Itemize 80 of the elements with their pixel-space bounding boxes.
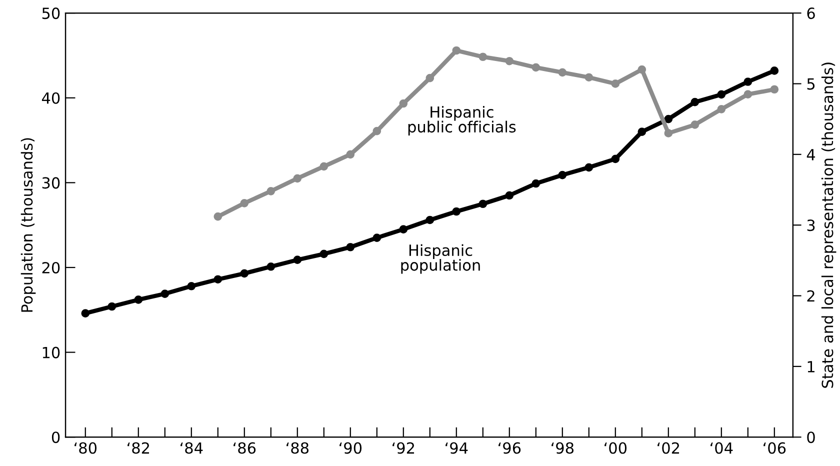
point bbox=[664, 129, 673, 138]
point bbox=[638, 128, 646, 136]
point bbox=[717, 90, 726, 99]
x-tick-label: ‘04 bbox=[710, 442, 733, 454]
point bbox=[240, 269, 249, 278]
point bbox=[346, 242, 355, 252]
point bbox=[770, 66, 779, 75]
x-tick-label: ‘02 bbox=[658, 442, 680, 454]
y2-axis-title: State and local representation (thousands) bbox=[821, 62, 836, 388]
y2-tick-label: 2 bbox=[807, 290, 814, 302]
y-tick-label: 50 bbox=[42, 8, 60, 20]
point bbox=[426, 74, 434, 82]
y2-tick-label: 1 bbox=[808, 361, 814, 372]
y-tick-label: 30 bbox=[42, 177, 60, 189]
point bbox=[558, 170, 567, 180]
point bbox=[293, 174, 302, 183]
point bbox=[505, 56, 514, 66]
y2-tick-label: 5 bbox=[807, 78, 815, 90]
point bbox=[638, 65, 646, 74]
point bbox=[452, 46, 461, 55]
point bbox=[426, 216, 434, 224]
point bbox=[532, 63, 540, 72]
point bbox=[160, 290, 170, 298]
y-tick-label: 20 bbox=[42, 262, 60, 274]
x-tick-label: ‘06 bbox=[764, 442, 786, 454]
point bbox=[320, 250, 328, 258]
point bbox=[744, 90, 752, 98]
point bbox=[717, 105, 726, 114]
point bbox=[584, 163, 594, 172]
point bbox=[266, 262, 276, 271]
point bbox=[452, 207, 461, 216]
point bbox=[770, 85, 779, 94]
point bbox=[214, 212, 222, 221]
x-tick-label: ‘96 bbox=[498, 442, 521, 454]
point bbox=[478, 52, 488, 62]
x-tick-label: ‘92 bbox=[392, 442, 414, 454]
point bbox=[584, 73, 594, 82]
point bbox=[81, 309, 90, 318]
point bbox=[320, 162, 328, 171]
point bbox=[134, 296, 143, 304]
point bbox=[664, 114, 673, 124]
point bbox=[187, 282, 196, 290]
y-tick-label: 10 bbox=[42, 346, 60, 358]
point bbox=[214, 275, 222, 284]
point bbox=[532, 179, 540, 188]
point bbox=[399, 99, 408, 108]
point bbox=[346, 150, 355, 159]
series-label: Hispanic population bbox=[401, 244, 480, 274]
point bbox=[266, 186, 276, 196]
point bbox=[611, 80, 620, 88]
y2-tick-label: 6 bbox=[807, 8, 815, 20]
series-label: Hispanic public officials bbox=[408, 106, 516, 136]
point bbox=[372, 126, 382, 136]
x-tick-label: ‘84 bbox=[180, 442, 203, 454]
point bbox=[558, 68, 567, 77]
point bbox=[372, 234, 382, 242]
point bbox=[611, 154, 620, 164]
point bbox=[690, 98, 700, 106]
point bbox=[744, 78, 752, 86]
point bbox=[478, 200, 488, 208]
x-tick-label: ‘82 bbox=[128, 442, 150, 454]
x-tick-label: ‘00 bbox=[604, 442, 627, 454]
point bbox=[293, 256, 302, 264]
y2-tick-label: 4 bbox=[806, 149, 816, 160]
y-axis-title: Population (thousands) bbox=[20, 138, 36, 312]
x-tick-label: ‘86 bbox=[234, 442, 256, 454]
x-tick-label: ‘98 bbox=[552, 442, 574, 454]
point bbox=[399, 225, 408, 234]
x-tick-label: ‘94 bbox=[446, 442, 468, 454]
x-tick-label: ‘90 bbox=[340, 442, 362, 454]
point bbox=[505, 191, 514, 200]
x-tick-label: ‘80 bbox=[74, 442, 97, 454]
point bbox=[108, 302, 116, 311]
point bbox=[240, 199, 249, 208]
y2-tick-label: 3 bbox=[807, 220, 815, 232]
y-tick-label: 0 bbox=[52, 432, 60, 444]
y2-tick-label: 0 bbox=[807, 432, 815, 444]
y-tick-label: 40 bbox=[42, 92, 60, 104]
x-tick-label: ‘88 bbox=[286, 442, 309, 454]
point bbox=[690, 120, 700, 129]
